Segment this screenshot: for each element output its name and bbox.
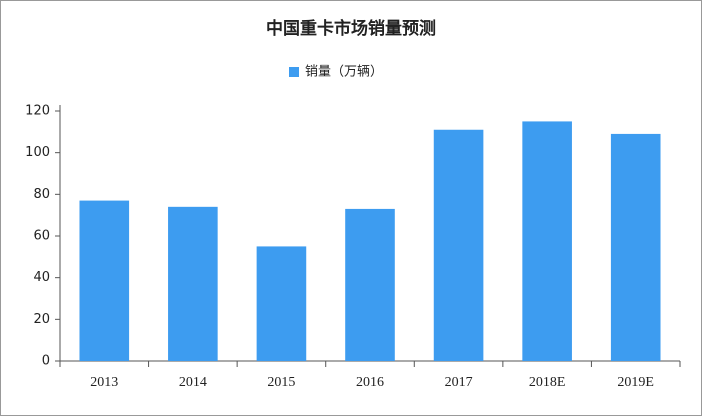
- x-tick-label: 2016: [356, 375, 384, 390]
- legend-label: 销量（万辆）: [305, 65, 383, 80]
- x-tick-label: 2013: [90, 375, 118, 390]
- bar: [345, 208, 395, 361]
- bar: [79, 200, 130, 361]
- y-tick-label: 0: [42, 354, 50, 369]
- y-tick-label: 20: [33, 312, 50, 327]
- x-tick-label: 2017: [445, 375, 473, 390]
- x-tick-label: 2014: [179, 375, 207, 390]
- bar: [168, 206, 218, 361]
- chart-title: 中国重卡市场销量预测: [266, 18, 436, 39]
- legend-swatch: [289, 67, 299, 77]
- y-tick-label: 80: [33, 187, 50, 202]
- bar: [610, 133, 661, 361]
- x-tick-label: 2018E: [529, 375, 566, 390]
- bar: [256, 246, 307, 361]
- y-tick-label: 120: [25, 104, 50, 119]
- y-tick-label: 100: [25, 145, 50, 160]
- x-tick-label: 2019E: [617, 375, 654, 390]
- bar: [433, 129, 484, 361]
- x-tick-label: 2015: [267, 375, 295, 390]
- y-tick-label: 60: [33, 229, 50, 244]
- bar: [522, 121, 572, 362]
- y-tick-label: 40: [33, 270, 50, 285]
